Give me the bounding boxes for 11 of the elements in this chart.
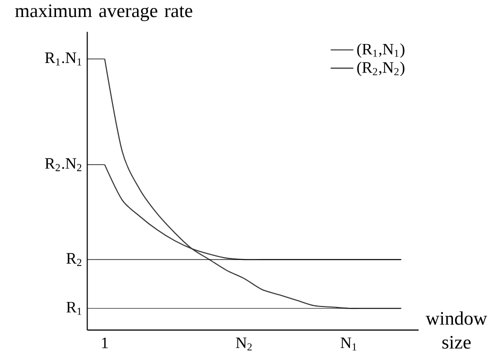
ref-line-label: R$_{1}$.N$_{1}$ bbox=[45, 52, 82, 66]
ref-line-label: R$_{1}$ bbox=[66, 302, 82, 315]
x-tick-label: 1 bbox=[102, 338, 108, 348]
x-tick-label: N$_{1}$ bbox=[340, 338, 356, 350]
ref-line-label: R$_{2}$ bbox=[66, 253, 82, 266]
legend-label: (R$_{2}$,N$_{2}$) bbox=[357, 62, 404, 76]
ref-line-label: R$_{2}$.N$_{2}$ bbox=[45, 158, 82, 172]
legend-label: (R$_{1}$,N$_{1}$) bbox=[357, 43, 404, 58]
x-tick-label: N$_{2}$ bbox=[236, 338, 252, 350]
x-axis-title: window size bbox=[426, 312, 488, 349]
y-axis-title: maximum average rate bbox=[15, 4, 192, 22]
